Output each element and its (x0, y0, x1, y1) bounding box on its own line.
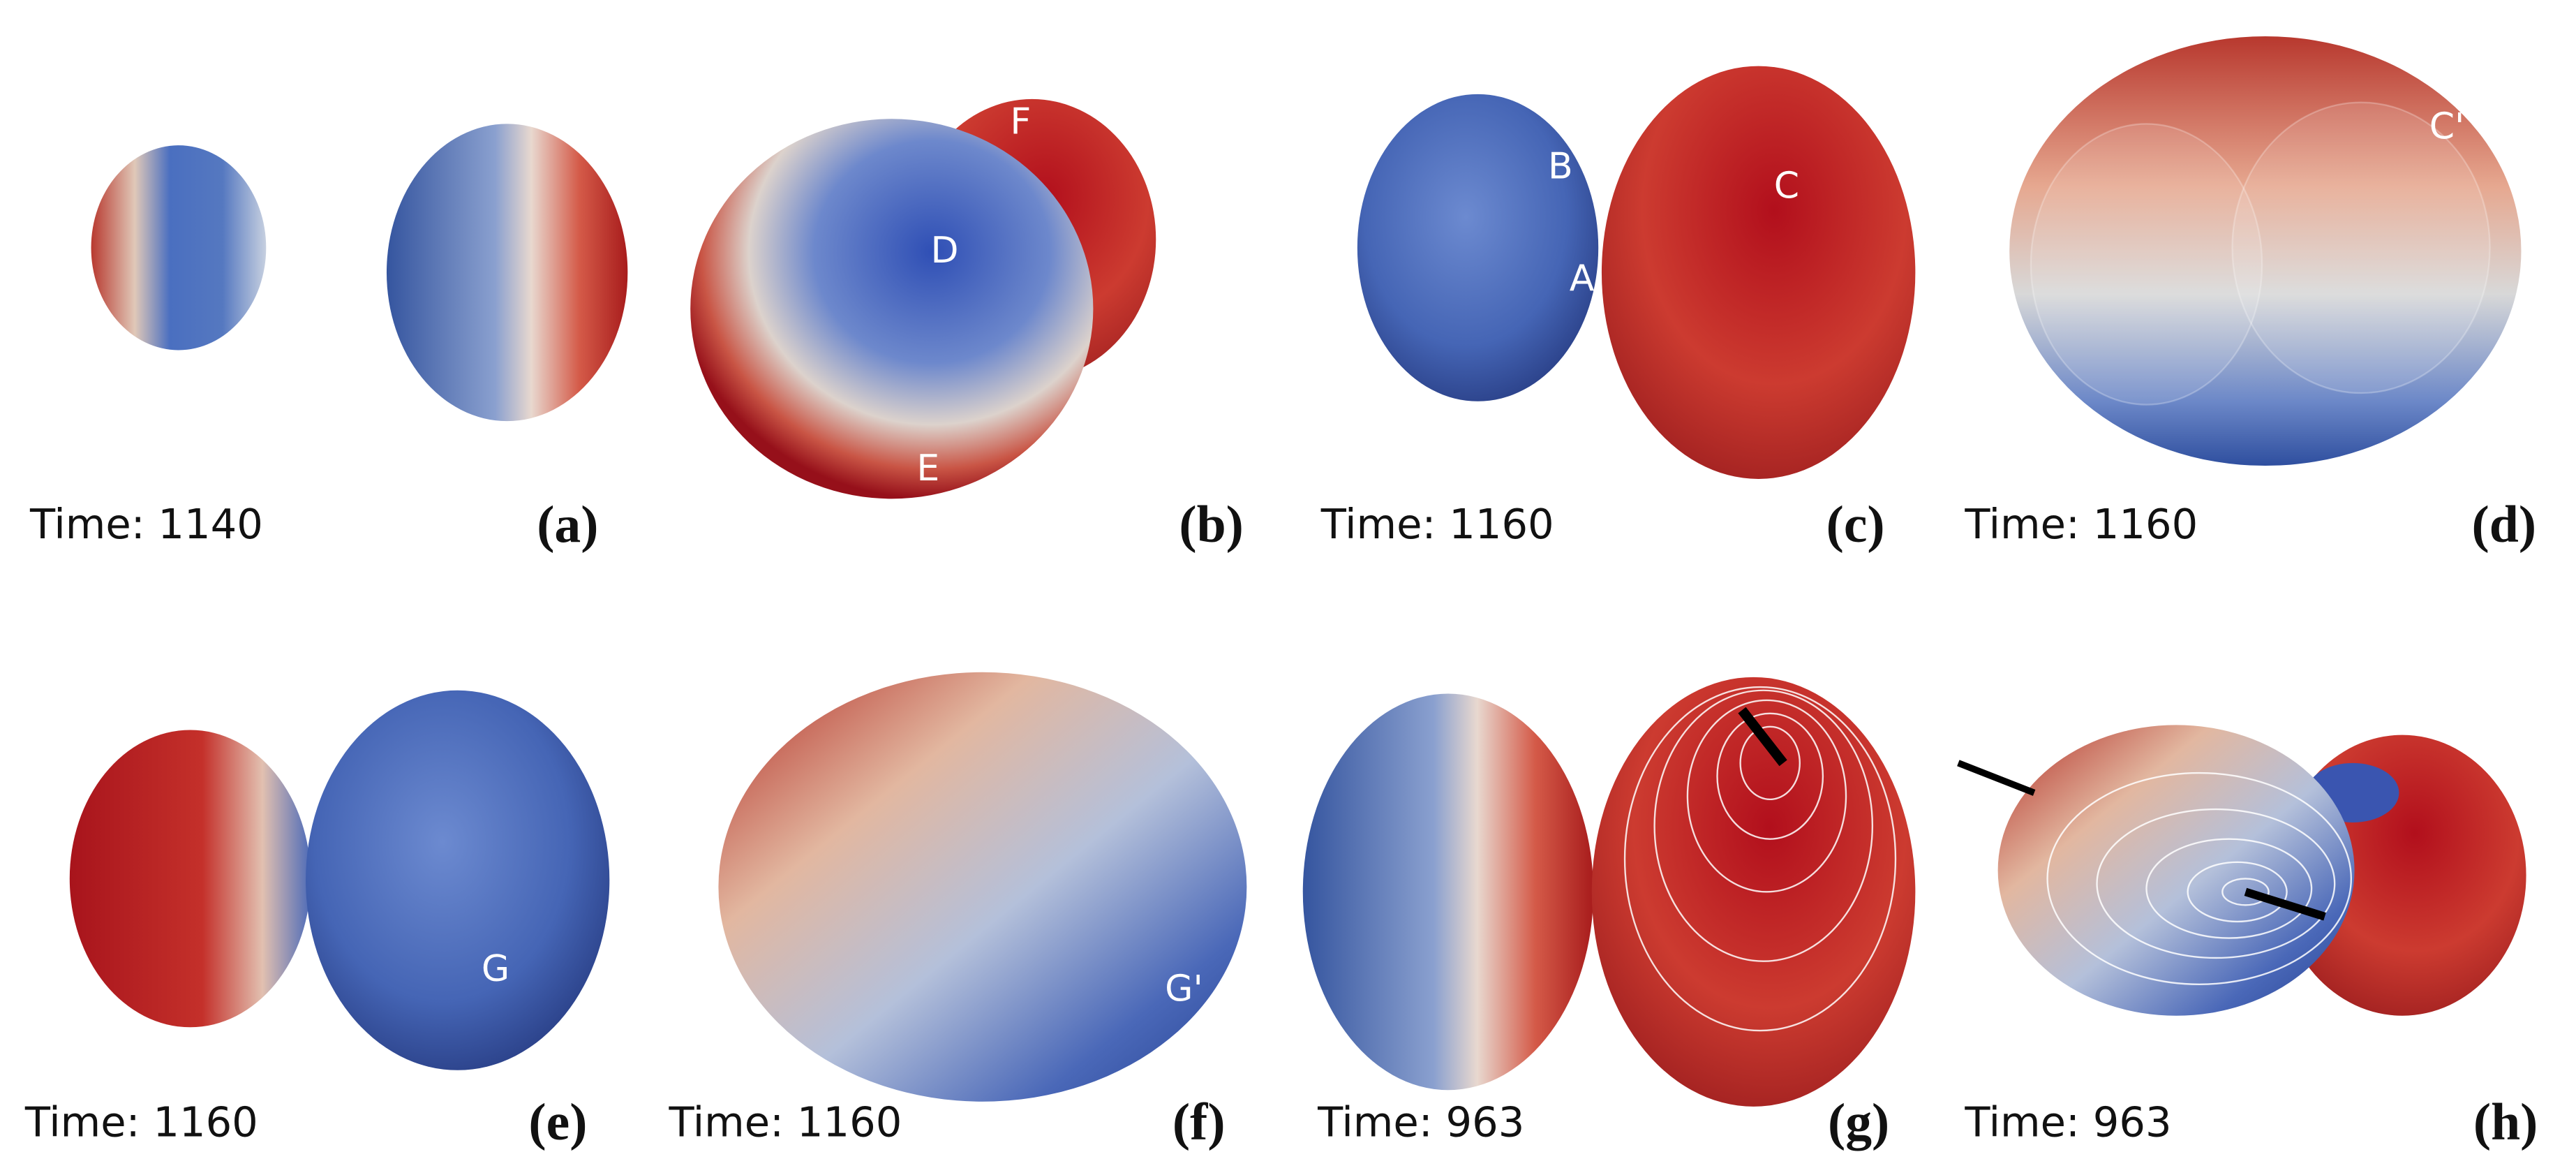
droplet (91, 145, 267, 350)
inner-droplet (2030, 123, 2263, 406)
annotation: C (1774, 165, 1799, 207)
axis-line (2244, 887, 2326, 921)
droplet (1601, 66, 1916, 479)
time-label: Time: 1160 (668, 1098, 902, 1146)
droplet (2009, 36, 2522, 466)
annotation: A (1570, 258, 1595, 300)
panel-label: (c) (1826, 496, 1885, 554)
time-label: Time: 1160 (1964, 500, 2198, 548)
droplet (1357, 94, 1599, 401)
contours (1623, 686, 1897, 1032)
droplet (690, 119, 1094, 499)
droplet (306, 690, 610, 1070)
droplet (69, 730, 311, 1028)
annotation: E (916, 448, 939, 489)
time-label: Time: 1160 (24, 1098, 258, 1146)
annotation: C' (2429, 106, 2465, 148)
droplet (1997, 725, 2355, 1016)
annotation: D (930, 230, 958, 272)
panel-label: (h) (2473, 1093, 2538, 1151)
panel-label: (d) (2472, 496, 2537, 554)
axis-line (1738, 707, 1787, 767)
panel-label: (f) (1172, 1093, 1226, 1151)
droplet (386, 124, 628, 422)
panel-label: (b) (1179, 496, 1244, 554)
annotation: F (1010, 101, 1031, 142)
droplet (1591, 677, 1916, 1107)
annotation: B (1548, 145, 1573, 187)
axis-line (1957, 760, 2036, 796)
droplet (718, 672, 1247, 1102)
annotation: G' (1165, 968, 1203, 1010)
inner-droplet (2231, 101, 2491, 394)
time-label: Time: 1160 (1320, 500, 1554, 548)
time-label: Time: 963 (1964, 1098, 2171, 1146)
time-label: Time: 963 (1317, 1098, 1524, 1146)
annotation: G (482, 948, 509, 990)
droplet (1302, 693, 1594, 1091)
panel-label: (g) (1828, 1093, 1889, 1151)
panel-label: (a) (537, 496, 598, 554)
contours (2046, 772, 2353, 985)
panel-label: (e) (528, 1093, 587, 1151)
time-label: Time: 1140 (29, 500, 263, 548)
